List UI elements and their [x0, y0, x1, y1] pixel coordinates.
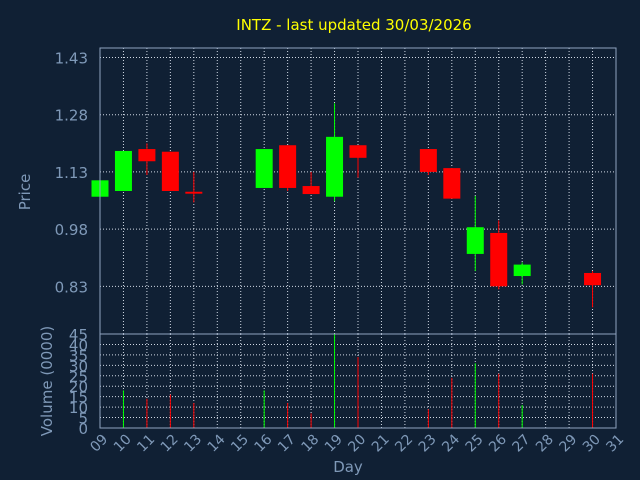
price-tick-labels: 1.43 1.28 1.13 0.98 0.83 [55, 50, 88, 297]
candle-body [161, 151, 179, 191]
chart-title: INTZ - last updated 30/03/2026 [236, 16, 471, 34]
x-axis-label: Day [333, 458, 363, 476]
candle-body [443, 168, 461, 199]
price-tick-label: 1.13 [55, 164, 88, 182]
candle-body [279, 145, 297, 188]
volume-tick-label: 10 [69, 399, 88, 417]
candle-body [114, 150, 132, 191]
candle-body [466, 227, 484, 254]
candle-body [349, 145, 367, 158]
volume-tick-label: 25 [69, 368, 88, 386]
volume-bars [122, 334, 594, 428]
volume-tick-label: 40 [69, 336, 88, 354]
volume-tick-label: 35 [69, 347, 88, 365]
volume-tick-label: 45 [69, 326, 88, 344]
candle-body [255, 149, 273, 188]
price-tick-label: 0.98 [55, 221, 88, 239]
volume-tick-label: 5 [78, 410, 88, 428]
candle-body [326, 136, 344, 197]
candle-body [185, 191, 203, 194]
candle-body [138, 149, 156, 162]
candle-body [490, 232, 508, 287]
volume-tick-label: 15 [69, 389, 88, 407]
volume-tick-label: 20 [69, 378, 88, 396]
candle-body [302, 186, 320, 195]
volume-tick-label: 0 [78, 420, 88, 438]
candle-body [419, 149, 437, 172]
candles [91, 103, 602, 308]
price-axis-label: Price [16, 174, 34, 211]
volume-panel-border [99, 333, 617, 429]
volume-axis-label: Volume (0000) [38, 326, 56, 436]
price-tick-label: 0.83 [55, 278, 88, 296]
x-tick-labels: 09 10 11 12 13 14 15 16 17 18 19 20 21 22 23 24 25 26 27 28… [87, 431, 627, 455]
candle-body [513, 264, 531, 277]
price-tick-label: 1.43 [55, 50, 88, 68]
candle-body [584, 272, 602, 286]
price-tick-label: 1.28 [55, 107, 88, 125]
volume-tick-label: 30 [69, 357, 88, 375]
